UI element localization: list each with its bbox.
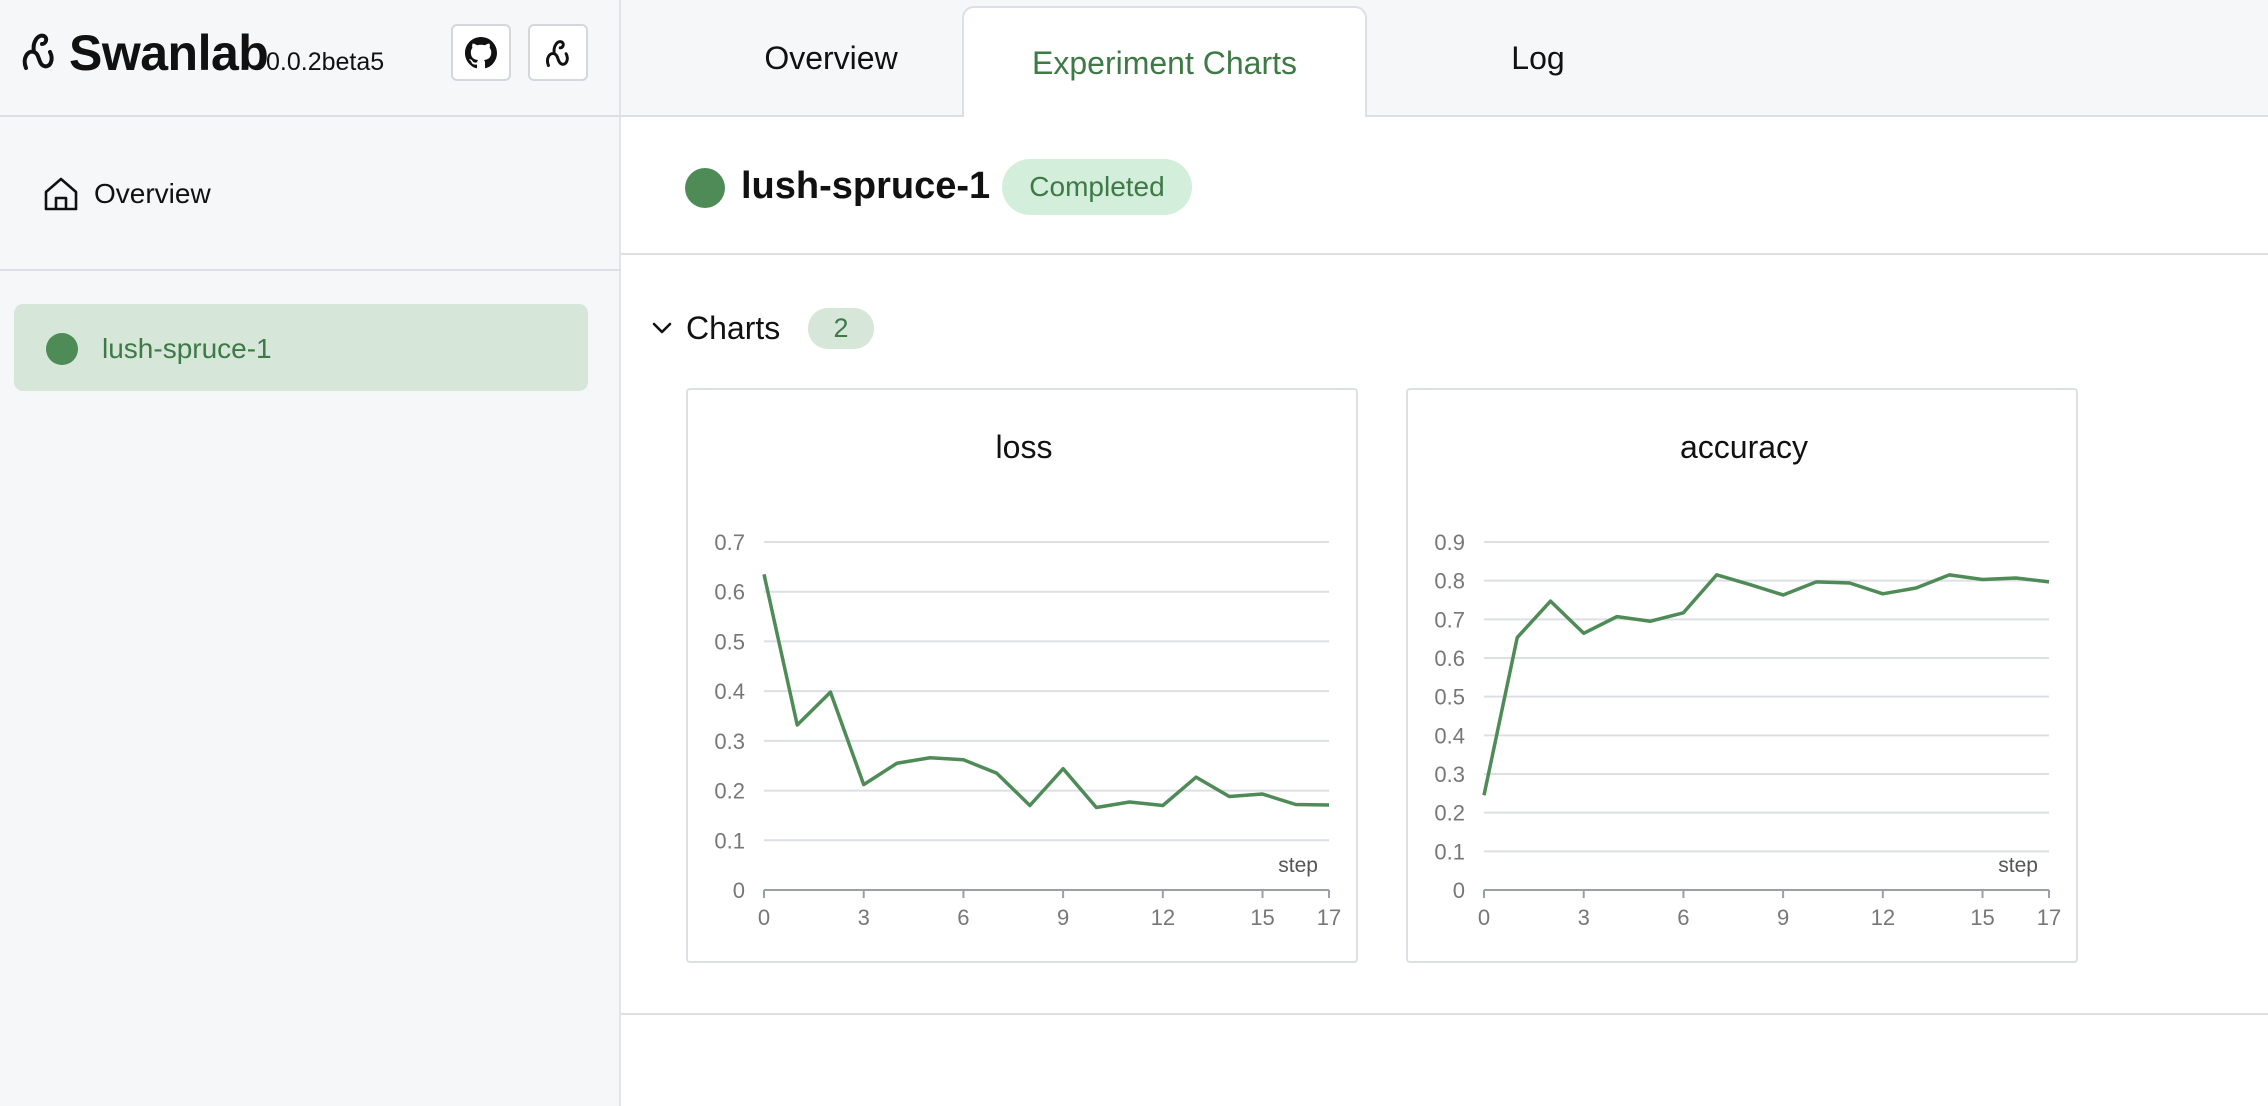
chart-card-loss[interactable]: loss 0 0.1 0.2 0.3 0.4 0.5 0.6 0.7 0 3 6 9 12 15 17 step <box>686 388 1358 963</box>
swanlab-button[interactable] <box>528 24 588 81</box>
status-badge: Completed <box>1002 159 1192 215</box>
y-tick-label: 0.1 <box>714 828 745 853</box>
y-tick-label: 0.4 <box>1434 723 1465 748</box>
x-axis-label: step <box>1998 854 2038 877</box>
section-title[interactable]: Charts <box>686 310 781 346</box>
x-axis-label: step <box>1278 854 1318 877</box>
experiment-title: lush-spruce-1 <box>741 165 991 207</box>
y-tick-label: 0.5 <box>1434 685 1465 710</box>
y-tick-label: 0.8 <box>1434 569 1465 594</box>
y-tick-label: 0.6 <box>1434 646 1465 671</box>
app-name: Swanlab <box>69 25 269 81</box>
x-tick-label: 9 <box>1057 905 1069 930</box>
x-tick-label: 6 <box>957 905 969 930</box>
y-tick-label: 0 <box>733 878 745 903</box>
x-tick-label: 3 <box>858 905 870 930</box>
y-tick-label: 0.1 <box>1434 839 1465 864</box>
x-tick-label: 17 <box>2037 905 2061 930</box>
y-tick-label: 0.2 <box>714 779 745 804</box>
y-tick-label: 0.2 <box>1434 801 1465 826</box>
sidebar: Swanlab 0.0.2beta5 Overview lush-spruce-… <box>0 0 621 1106</box>
x-tick-label: 0 <box>1478 905 1490 930</box>
x-tick-label: 0 <box>758 905 770 930</box>
y-tick-label: 0.4 <box>714 679 745 704</box>
x-tick-label: 3 <box>1578 905 1590 930</box>
y-tick-label: 0.3 <box>1434 762 1465 787</box>
sidebar-item-experiment[interactable]: lush-spruce-1 <box>14 304 588 391</box>
y-tick-label: 0 <box>1453 878 1465 903</box>
x-tick-label: 15 <box>1970 905 1994 930</box>
x-tick-label: 12 <box>1871 905 1895 930</box>
series-line <box>762 573 1330 810</box>
y-tick-label: 0.9 <box>1434 530 1465 555</box>
y-tick-label: 0.5 <box>714 629 745 654</box>
home-icon <box>44 177 78 211</box>
chart-title: accuracy <box>1680 429 1808 465</box>
tab-log[interactable]: Log <box>1511 40 1565 76</box>
y-tick-label: 0.3 <box>714 729 745 754</box>
experiment-color-dot <box>685 168 725 208</box>
brand-header: Swanlab 0.0.2beta5 <box>0 0 621 117</box>
sidebar-item-label: Overview <box>94 178 211 209</box>
x-tick-label: 6 <box>1677 905 1689 930</box>
x-tick-label: 17 <box>1317 905 1341 930</box>
section-count-badge: 2 <box>808 308 874 349</box>
x-tick-label: 9 <box>1777 905 1789 930</box>
swanlab-icon <box>546 39 569 67</box>
x-tick-label: 15 <box>1250 905 1274 930</box>
chevron-down-icon[interactable] <box>651 317 673 339</box>
chart-title: loss <box>996 429 1053 465</box>
sidebar-item-overview[interactable]: Overview <box>0 117 621 271</box>
loss-chart: loss 0 0.1 0.2 0.3 0.4 0.5 0.6 0.7 0 3 6 9 12 15 17 step <box>714 429 1341 930</box>
x-tick-label: 12 <box>1151 905 1175 930</box>
sidebar-item-label: lush-spruce-1 <box>102 333 272 364</box>
y-tick-label: 0.7 <box>714 530 745 555</box>
tab-overview[interactable]: Overview <box>764 40 898 76</box>
github-icon <box>465 36 497 68</box>
chart-card-accuracy[interactable]: accuracy 0 0.1 0.2 0.3 0.4 0.5 0.6 0.7 0.8 0.9 0 3 6 9… <box>1406 388 2078 963</box>
github-button[interactable] <box>451 24 511 81</box>
y-tick-label: 0.7 <box>1434 607 1465 632</box>
tab-bar: Overview Experiment Charts Log <box>621 0 2268 119</box>
app-version: 0.0.2beta5 <box>266 48 385 76</box>
accuracy-chart: accuracy 0 0.1 0.2 0.3 0.4 0.5 0.6 0.7 0.8 0.9 0 3 6 9… <box>1434 429 2061 930</box>
tab-experiment-charts[interactable]: Experiment Charts <box>962 6 1367 119</box>
y-tick-label: 0.6 <box>714 580 745 605</box>
experiment-color-dot <box>46 333 78 365</box>
experiment-header: lush-spruce-1 Completed <box>621 117 2268 255</box>
swanlab-logo-icon <box>22 33 54 70</box>
series-line <box>1482 573 2050 796</box>
section-divider <box>621 1013 2268 1015</box>
